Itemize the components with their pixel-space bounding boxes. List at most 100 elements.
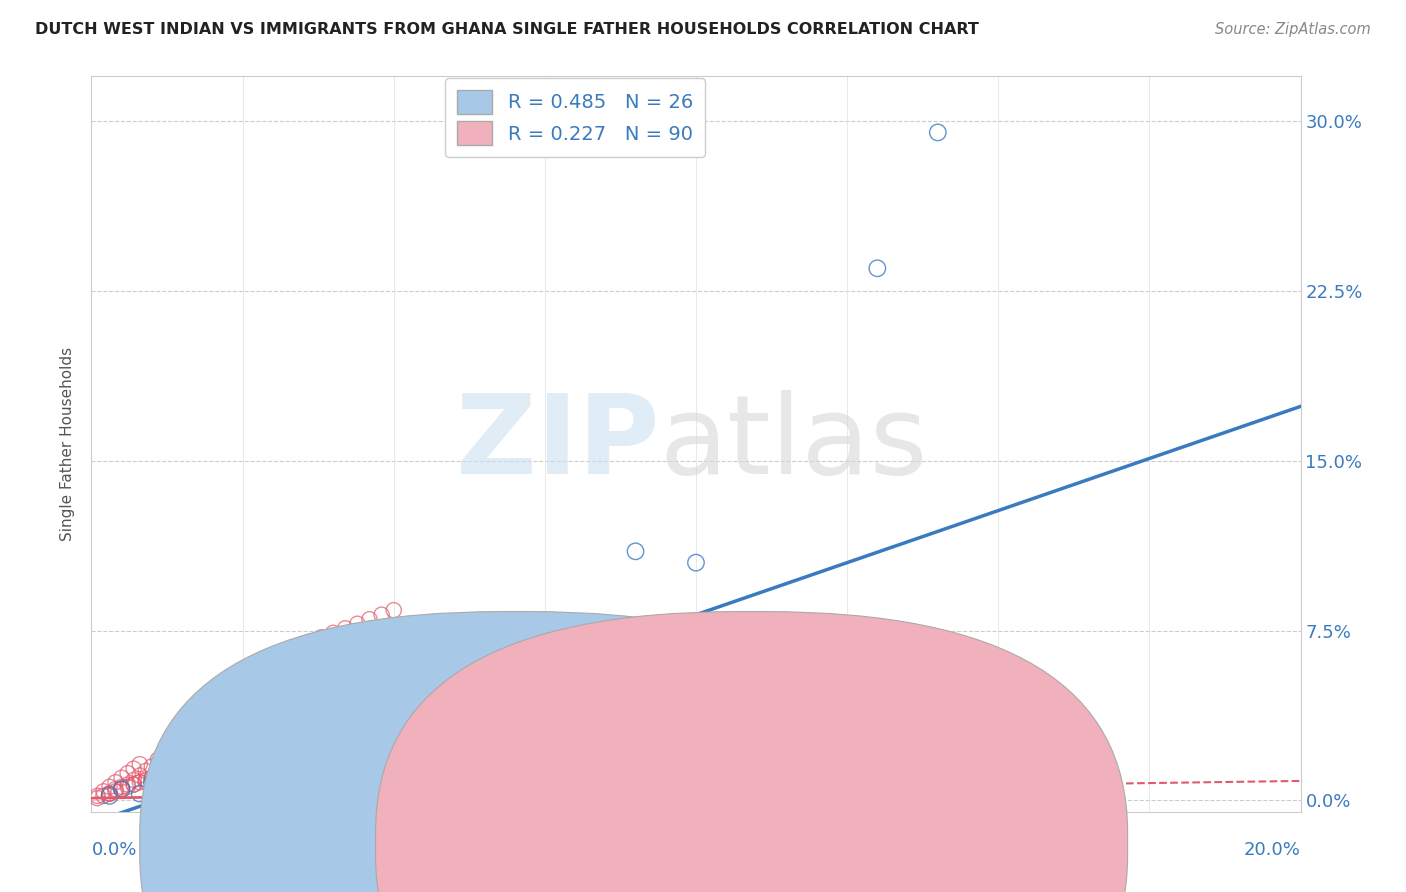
Point bbox=[117, 780, 139, 794]
Point bbox=[159, 764, 181, 778]
Point bbox=[201, 748, 224, 763]
Point bbox=[188, 734, 211, 748]
Point bbox=[231, 680, 253, 694]
Point bbox=[335, 759, 357, 773]
Point bbox=[128, 787, 150, 801]
Point bbox=[135, 772, 157, 787]
Point bbox=[214, 694, 236, 708]
Point bbox=[146, 766, 169, 780]
Point bbox=[122, 762, 145, 776]
Text: 20.0%: 20.0% bbox=[1244, 841, 1301, 859]
Point bbox=[128, 768, 150, 782]
Text: Dutch West Indians: Dutch West Indians bbox=[536, 834, 697, 852]
Point bbox=[172, 787, 194, 801]
Point bbox=[153, 766, 176, 780]
Point bbox=[172, 759, 194, 773]
Point bbox=[352, 748, 374, 763]
Point bbox=[309, 743, 332, 757]
Point bbox=[292, 640, 315, 654]
FancyBboxPatch shape bbox=[139, 612, 891, 892]
Point bbox=[188, 714, 211, 728]
Point bbox=[122, 772, 145, 787]
FancyBboxPatch shape bbox=[375, 612, 1128, 892]
Point bbox=[183, 755, 205, 769]
Point bbox=[159, 764, 181, 778]
Point bbox=[267, 657, 290, 672]
Point bbox=[219, 690, 242, 704]
Point bbox=[93, 784, 115, 798]
Point bbox=[285, 644, 308, 658]
Point bbox=[298, 635, 321, 649]
Point bbox=[135, 772, 157, 787]
Point bbox=[165, 737, 187, 751]
Point bbox=[195, 750, 218, 764]
Point bbox=[177, 725, 200, 739]
Point bbox=[866, 261, 889, 276]
Point bbox=[104, 775, 127, 789]
Point bbox=[188, 771, 211, 785]
Point bbox=[195, 707, 218, 722]
Point bbox=[335, 621, 357, 635]
Point bbox=[370, 737, 392, 751]
Point bbox=[111, 782, 132, 797]
Point bbox=[249, 669, 271, 683]
Point bbox=[624, 544, 647, 558]
Point bbox=[346, 616, 368, 631]
Point bbox=[122, 778, 145, 792]
Point bbox=[122, 778, 145, 792]
Point bbox=[172, 732, 194, 747]
Point bbox=[117, 778, 139, 792]
Point bbox=[685, 556, 707, 570]
Point bbox=[292, 759, 315, 773]
Point bbox=[153, 782, 176, 797]
Text: ZIP: ZIP bbox=[457, 391, 659, 497]
Point bbox=[146, 768, 169, 782]
Point bbox=[93, 789, 115, 803]
Point bbox=[141, 771, 163, 785]
Text: 0.0%: 0.0% bbox=[91, 841, 136, 859]
Point bbox=[86, 789, 108, 803]
Point bbox=[98, 789, 121, 803]
Point bbox=[359, 612, 381, 626]
Point bbox=[201, 703, 224, 717]
Point bbox=[274, 653, 297, 667]
Point bbox=[141, 775, 163, 789]
Point bbox=[111, 780, 132, 794]
Point bbox=[98, 780, 121, 794]
Point bbox=[153, 759, 176, 773]
Point bbox=[201, 775, 224, 789]
Point bbox=[153, 748, 176, 763]
Point bbox=[370, 607, 392, 622]
Point bbox=[249, 771, 271, 785]
Point bbox=[188, 753, 211, 767]
Point bbox=[165, 750, 187, 764]
Point bbox=[183, 755, 205, 769]
Point bbox=[382, 771, 405, 785]
Point bbox=[128, 775, 150, 789]
Point bbox=[413, 714, 436, 728]
Point bbox=[135, 775, 157, 789]
Point bbox=[309, 631, 332, 645]
Point bbox=[195, 750, 218, 764]
Point bbox=[207, 698, 229, 713]
Legend: R = 0.485   N = 26, R = 0.227   N = 90: R = 0.485 N = 26, R = 0.227 N = 90 bbox=[446, 78, 704, 157]
Point bbox=[146, 768, 169, 782]
Point bbox=[98, 787, 121, 801]
Point bbox=[382, 603, 405, 617]
Point bbox=[322, 625, 344, 640]
Point bbox=[225, 684, 247, 698]
Point bbox=[256, 665, 278, 679]
Text: DUTCH WEST INDIAN VS IMMIGRANTS FROM GHANA SINGLE FATHER HOUSEHOLDS CORRELATION : DUTCH WEST INDIAN VS IMMIGRANTS FROM GHA… bbox=[35, 22, 979, 37]
Point bbox=[243, 671, 266, 685]
Point bbox=[135, 764, 157, 778]
Point bbox=[165, 762, 187, 776]
Point bbox=[262, 748, 284, 763]
Point bbox=[172, 748, 194, 763]
Point bbox=[104, 782, 127, 797]
Point bbox=[177, 757, 200, 772]
Point bbox=[159, 755, 181, 769]
Point bbox=[927, 125, 949, 139]
Point bbox=[111, 782, 132, 797]
Point bbox=[141, 759, 163, 773]
Point bbox=[231, 759, 253, 773]
